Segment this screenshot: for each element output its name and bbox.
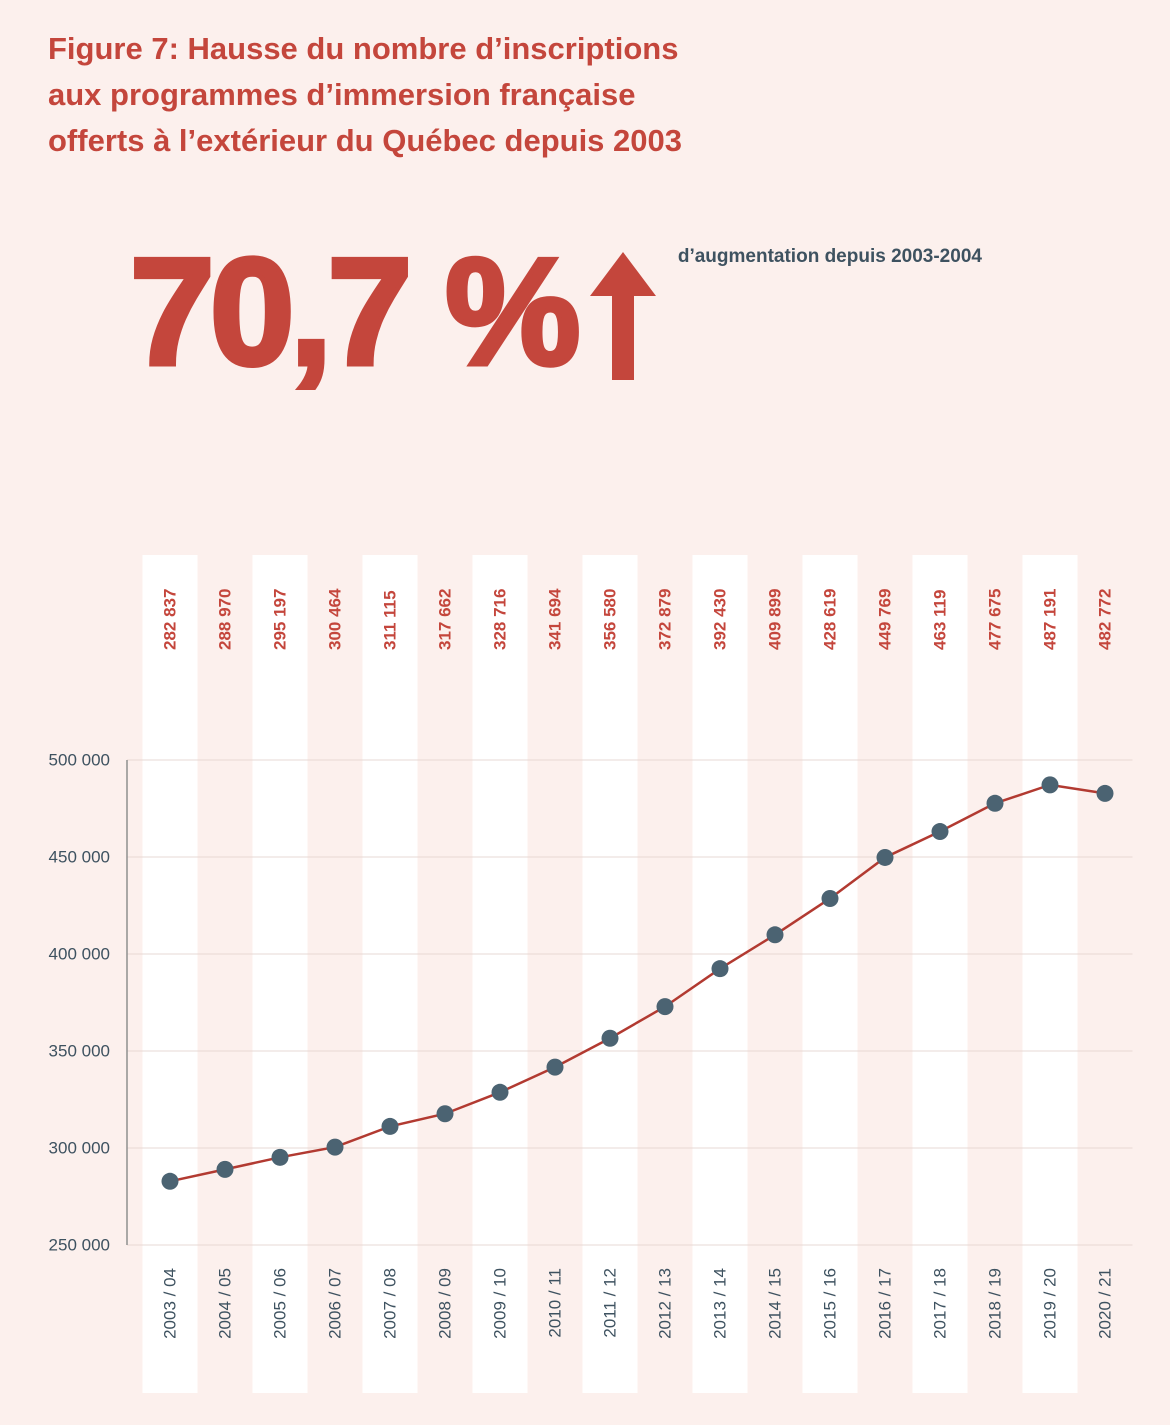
data-point	[931, 823, 949, 841]
x-axis-label: 2013 / 14	[711, 1268, 730, 1339]
stat-caption: d’augmentation depuis 2003-2004	[677, 246, 982, 267]
column-stripe	[472, 555, 528, 1393]
value-label: 282 837	[161, 589, 180, 650]
data-point	[711, 960, 729, 978]
data-point	[986, 794, 1004, 812]
x-axis-label: 2004 / 05	[216, 1268, 235, 1339]
x-axis-label: 2015 / 16	[821, 1268, 840, 1339]
column-stripe	[582, 555, 638, 1393]
data-point	[161, 1172, 179, 1190]
x-axis-label: 2010 / 11	[546, 1268, 565, 1338]
data-point	[766, 926, 784, 944]
data-point	[1096, 784, 1114, 802]
data-point	[381, 1117, 399, 1135]
x-axis-label: 2006 / 07	[326, 1268, 345, 1339]
x-axis-label: 2012 / 13	[656, 1268, 675, 1339]
data-point	[216, 1160, 234, 1178]
x-axis-label: 2011 / 12	[601, 1268, 620, 1338]
value-label: 482 772	[1096, 589, 1115, 650]
x-axis-label: 2018 / 19	[986, 1268, 1005, 1339]
column-stripe	[252, 555, 308, 1393]
column-stripe	[802, 555, 858, 1393]
y-axis-label: 250 000	[49, 1236, 110, 1255]
x-axis-label: 2005 / 06	[271, 1268, 290, 1339]
y-axis-label: 450 000	[49, 848, 110, 867]
chart-area: 250 000 300 000 350 000 400 000 450 000 500 0…	[0, 555, 1170, 1393]
value-label: 392 430	[711, 589, 730, 650]
x-axis-label: 2014 / 15	[766, 1268, 785, 1339]
data-point	[491, 1083, 509, 1101]
y-axis-label: 400 000	[49, 945, 110, 964]
value-label: 356 580	[601, 589, 620, 650]
value-label: 449 769	[876, 589, 895, 650]
stat-block: 70,7 % d’augmentation depuis 2003-2004	[128, 227, 982, 397]
data-point	[546, 1058, 564, 1076]
data-point	[601, 1029, 619, 1047]
value-label: 300 464	[326, 588, 345, 650]
x-axis-label: 2003 / 04	[161, 1268, 180, 1339]
data-point	[1041, 776, 1059, 794]
x-axis-label: 2009 / 10	[491, 1268, 510, 1339]
enrollment-line-chart: 250 000 300 000 350 000 400 000 450 000 500 0…	[49, 555, 1133, 1393]
value-label: 311 115	[381, 590, 400, 650]
column-stripe	[142, 555, 198, 1393]
x-axis-label: 2020 / 21	[1096, 1268, 1115, 1339]
value-label: 317 662	[436, 589, 455, 650]
x-axis-label: 2008 / 09	[436, 1268, 455, 1339]
value-label: 288 970	[216, 589, 235, 650]
value-label: 477 675	[986, 589, 1005, 650]
data-line	[169, 783, 1106, 1183]
x-axis-label: 2016 / 17	[876, 1268, 895, 1339]
value-label: 295 197	[271, 589, 290, 650]
value-label: 328 716	[491, 589, 510, 650]
value-label: 409 899	[766, 589, 785, 650]
data-point	[821, 889, 839, 907]
y-axis-label: 300 000	[49, 1139, 110, 1158]
column-stripe	[362, 555, 418, 1393]
column-stripe	[912, 555, 968, 1393]
data-point	[436, 1105, 454, 1123]
value-label: 463 119	[931, 589, 950, 650]
value-label: 487 191	[1041, 589, 1060, 650]
data-point	[656, 998, 674, 1016]
x-axis-label: 2017 / 18	[931, 1268, 950, 1339]
x-axis-label: 2019 / 20	[1041, 1268, 1060, 1339]
column-stripe	[1022, 555, 1078, 1393]
value-label: 428 619	[821, 589, 840, 650]
value-label: 341 694	[546, 588, 565, 650]
x-axis-label: 2007 / 08	[381, 1268, 400, 1339]
stat-value: 70,7 %	[128, 227, 583, 397]
y-axis-label: 500 000	[49, 751, 110, 770]
data-point	[876, 848, 894, 866]
figure-title: Figure 7: Hausse du nombre d’inscription…	[48, 31, 683, 158]
y-axis-label: 350 000	[49, 1042, 110, 1061]
value-label: 372 879	[656, 589, 675, 650]
data-point	[271, 1148, 289, 1166]
data-point	[326, 1138, 344, 1156]
up-arrow-icon	[589, 252, 656, 380]
